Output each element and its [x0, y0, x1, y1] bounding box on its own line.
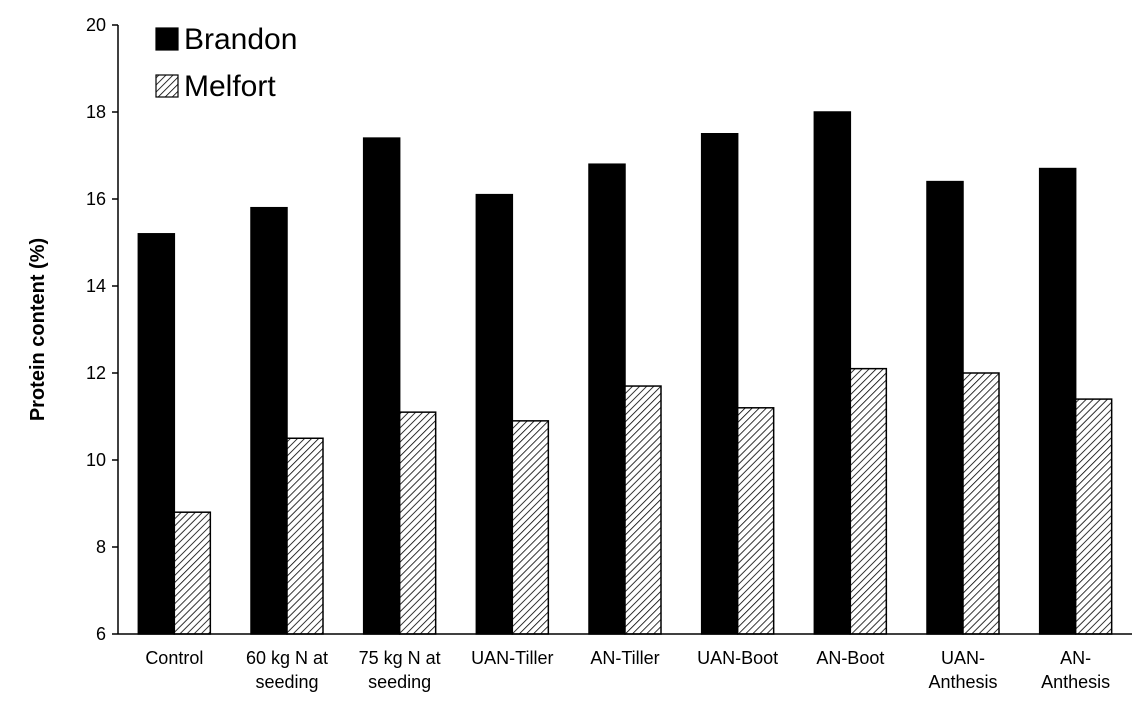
x-category-label-line: 75 kg N at	[359, 648, 441, 668]
bar-melfort	[849, 367, 888, 635]
bar-brandon	[926, 180, 964, 635]
bar-brandon	[362, 137, 401, 635]
bar-melfort	[962, 372, 1000, 635]
x-category-label-line: seeding	[368, 672, 431, 692]
x-category-label-line: UAN-Boot	[697, 648, 778, 668]
bars	[137, 111, 1113, 635]
x-category-label-line: seeding	[255, 672, 318, 692]
bar-brandon	[475, 193, 514, 635]
y-tick-label: 8	[96, 537, 106, 557]
x-category-label-line: AN-	[1060, 648, 1091, 668]
y-tick-label: 20	[86, 15, 106, 35]
x-category-label: UAN-Tiller	[471, 648, 553, 668]
bar-brandon	[813, 111, 852, 635]
x-category-label: Control	[145, 648, 203, 668]
x-category-label: 75 kg N at seeding	[359, 648, 441, 692]
x-category-label: 60 kg N at seeding	[246, 648, 328, 692]
x-category-label-line: AN-Tiller	[590, 648, 659, 668]
y-tick-label: 6	[96, 624, 106, 644]
bar-melfort	[173, 511, 212, 635]
bar-melfort	[624, 385, 662, 635]
legend-label-melfort: Melfort	[184, 70, 276, 103]
y-axis-label: Protein content (%)	[27, 238, 49, 421]
x-category-label: AN-Tiller	[590, 648, 659, 668]
bar-brandon	[1038, 167, 1077, 635]
x-category-label: AN-Boot	[816, 648, 884, 668]
y-tick-label: 10	[86, 450, 106, 470]
x-category-label: UAN- Anthesis	[928, 648, 997, 692]
bar-melfort	[736, 407, 775, 635]
axes	[117, 25, 1132, 635]
x-category-label: AN- Anthesis	[1041, 648, 1110, 692]
x-category-label-line: UAN-Tiller	[471, 648, 553, 668]
y-tick-label: 14	[86, 276, 106, 296]
x-category-label-line: 60 kg N at	[246, 648, 328, 668]
x-category-label: UAN-Boot	[697, 648, 778, 668]
legend: Brandon Melfort	[155, 23, 297, 103]
bar-brandon	[700, 133, 739, 635]
y-tick-label: 12	[86, 363, 106, 383]
x-category-label-line: Anthesis	[1041, 672, 1110, 692]
bar-brandon	[250, 206, 288, 635]
bar-melfort	[511, 420, 550, 635]
legend-label-brandon: Brandon	[184, 23, 297, 56]
x-category-label-line: Anthesis	[928, 672, 997, 692]
x-axis-categories: Control 60 kg N at seeding 75 kg N at seedin…	[145, 648, 1110, 692]
bar-melfort	[286, 437, 324, 635]
x-category-label-line: Control	[145, 648, 203, 668]
legend-swatch-melfort	[155, 74, 179, 98]
x-category-label-line: UAN-	[941, 648, 985, 668]
bar-melfort	[1074, 398, 1113, 635]
y-tick-label: 16	[86, 189, 106, 209]
bar-brandon	[137, 233, 176, 635]
bar-brandon	[588, 163, 626, 635]
x-category-label-line: AN-Boot	[816, 648, 884, 668]
bar-melfort	[398, 411, 437, 635]
legend-swatch-brandon	[155, 27, 179, 51]
y-tick-label: 18	[86, 102, 106, 122]
y-axis-ticks: 6 8 10 12 14 16 18 20	[86, 15, 118, 644]
